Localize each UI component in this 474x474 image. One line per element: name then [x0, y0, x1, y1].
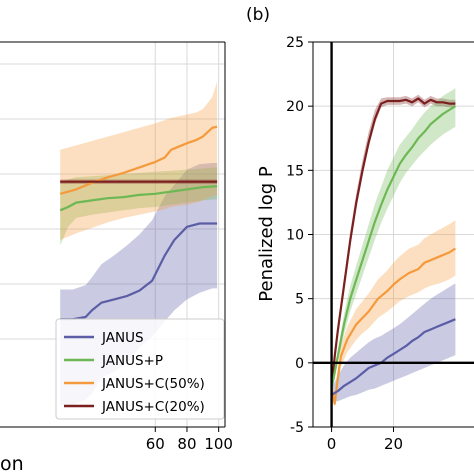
janus-c-50-band [331, 220, 456, 407]
janus-c-50-line [330, 247, 456, 405]
right-panel-label: (b) [246, 5, 270, 25]
right-panel: (b) 0 20 -5 0 5 10 15 20 25 Penalized log P [246, 5, 474, 453]
legend-label: JANUS [101, 330, 144, 346]
left-panel-x-axis-label: on [0, 453, 24, 474]
legend-box [55, 318, 225, 420]
janus-line [331, 318, 456, 396]
janus-p-band [331, 88, 456, 392]
x-tick-label: 20 [384, 435, 403, 453]
janus-line [60, 222, 218, 321]
right-panel-y-axis-label: Penalized log P [256, 166, 277, 302]
legend-label: JANUS+C(20%) [101, 399, 205, 415]
y-tick-label: 20 [286, 99, 304, 115]
janus-p-line [330, 105, 456, 389]
right-panel-ticks: 0 20 -5 0 5 10 15 20 25 [286, 35, 403, 453]
x-tick-label: 100 [204, 435, 233, 453]
legend: JANUS JANUS+P JANUS+C(50%) JANUS+C(20%) [55, 318, 225, 420]
y-tick-label: 15 [286, 163, 304, 179]
y-tick-label: -5 [290, 420, 304, 436]
left-panel-x-ticks: 60 80 100 [146, 427, 233, 453]
janus-p-band [60, 167, 218, 246]
right-panel-reference-lines [313, 42, 474, 427]
y-tick-label: 0 [295, 356, 304, 372]
left-panel: 60 80 100 on JANUSJANUS+PJANUS+C(50%)JANUS… [0, 41, 233, 474]
janus-c-20-line [330, 97, 456, 389]
legend-entry-janus-c-20: JANUS+C(20%) [64, 399, 205, 415]
legend-entry-janus-p: JANUS+P [64, 353, 163, 369]
x-tick-label: 60 [146, 435, 165, 453]
janus-p-line [59, 185, 218, 212]
y-tick-label: 5 [295, 292, 304, 308]
legend-entry-janus-c-50: JANUS+C(50%) [64, 376, 205, 392]
x-tick-label: 80 [177, 435, 196, 453]
x-tick-label: 0 [327, 435, 337, 453]
legend-entry-janus: JANUS [64, 330, 144, 346]
legend-label: JANUS+C(50%) [101, 376, 205, 392]
right-panel-lines [330, 97, 456, 405]
y-tick-label: 25 [286, 35, 304, 51]
y-tick-label: 10 [286, 228, 304, 244]
left-panel-lines [59, 125, 218, 321]
legend-label: JANUS+P [101, 353, 163, 369]
